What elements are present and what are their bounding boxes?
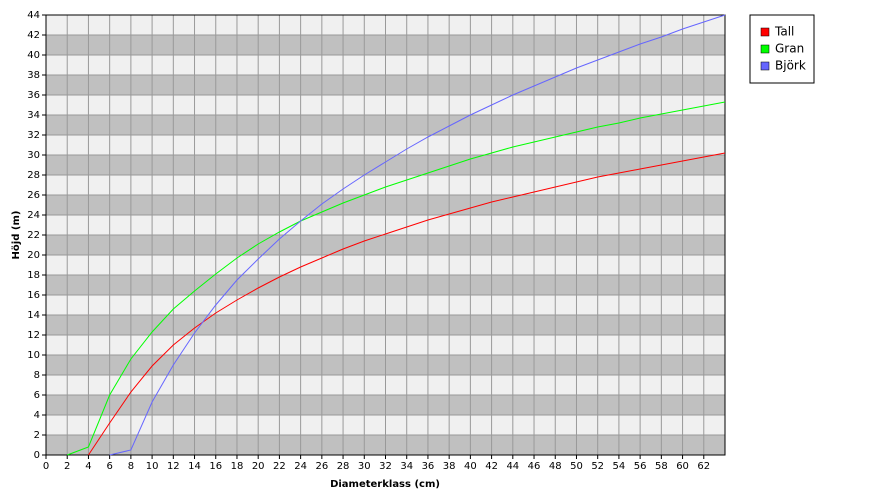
y-tick-label: 30: [27, 150, 40, 161]
y-tick-label: 42: [27, 30, 40, 41]
x-tick-label: 34: [400, 461, 413, 472]
y-tick-label: 12: [27, 330, 40, 341]
y-tick-label: 14: [27, 310, 40, 321]
x-tick-label: 16: [209, 461, 222, 472]
x-tick-label: 2: [64, 461, 70, 472]
x-tick-label: 38: [443, 461, 456, 472]
x-tick-label: 26: [315, 461, 328, 472]
x-tick-label: 48: [549, 461, 562, 472]
series-line: [67, 101, 726, 456]
y-tick-label: 6: [34, 390, 40, 401]
y-tick-label: 38: [27, 70, 40, 81]
x-tick-label: 18: [231, 461, 244, 472]
series-line: [109, 14, 726, 456]
y-tick-label: 16: [27, 290, 40, 301]
x-tick-label: 52: [591, 461, 604, 472]
y-tick-label: 28: [27, 170, 40, 181]
legend-label: Gran: [775, 42, 804, 56]
x-tick-label: 60: [676, 461, 689, 472]
y-axis-title: Höjd (m): [11, 211, 22, 260]
x-tick-label: 42: [485, 461, 498, 472]
plot-bands: [45, 14, 725, 456]
x-tick-label: 40: [464, 461, 477, 472]
y-tick-label: 20: [27, 250, 40, 261]
legend-swatch: [760, 44, 770, 54]
y-tick-label: 40: [27, 50, 40, 61]
x-tick-label: 10: [146, 461, 159, 472]
x-tick-label: 4: [85, 461, 91, 472]
legend-box: [749, 14, 815, 84]
y-tick-label: 18: [27, 270, 40, 281]
x-tick-label: 62: [697, 461, 710, 472]
legend-swatch: [760, 27, 770, 37]
x-tick-label: 0: [43, 461, 49, 472]
y-tick-label: 4: [34, 410, 40, 421]
legend-label: Björk: [775, 59, 806, 73]
x-tick-label: 24: [294, 461, 307, 472]
x-tick-label: 20: [252, 461, 265, 472]
y-tick-label: 8: [34, 370, 40, 381]
y-tick-label: 0: [34, 450, 40, 461]
x-tick-label: 50: [570, 461, 583, 472]
x-tick-label: 56: [634, 461, 647, 472]
y-tick-label: 24: [27, 210, 40, 221]
y-tick-label: 32: [27, 130, 40, 141]
plot-frame: [45, 14, 726, 456]
y-tick-label: 26: [27, 190, 40, 201]
series-line: [88, 152, 726, 456]
x-tick-label: 36: [422, 461, 435, 472]
y-tick-label: 10: [27, 350, 40, 361]
x-tick-label: 30: [358, 461, 371, 472]
x-tick-label: 46: [528, 461, 541, 472]
legend-label: Tall: [774, 25, 794, 39]
y-tick-label: 36: [27, 90, 40, 101]
x-tick-label: 58: [655, 461, 668, 472]
y-tick-label: 44: [27, 10, 40, 21]
legend-swatch: [760, 61, 770, 71]
x-tick-label: 14: [188, 461, 201, 472]
y-tick-label: 2: [34, 430, 40, 441]
x-tick-label: 54: [613, 461, 626, 472]
x-tick-label: 22: [273, 461, 286, 472]
x-tick-label: 12: [167, 461, 180, 472]
x-axis-title: Diameterklass (cm): [330, 479, 440, 490]
x-tick-label: 32: [379, 461, 392, 472]
y-tick-label: 22: [27, 230, 40, 241]
x-tick-label: 28: [337, 461, 350, 472]
x-tick-label: 44: [506, 461, 519, 472]
y-tick-label: 34: [27, 110, 40, 121]
x-tick-label: 8: [128, 461, 134, 472]
x-tick-label: 6: [106, 461, 112, 472]
